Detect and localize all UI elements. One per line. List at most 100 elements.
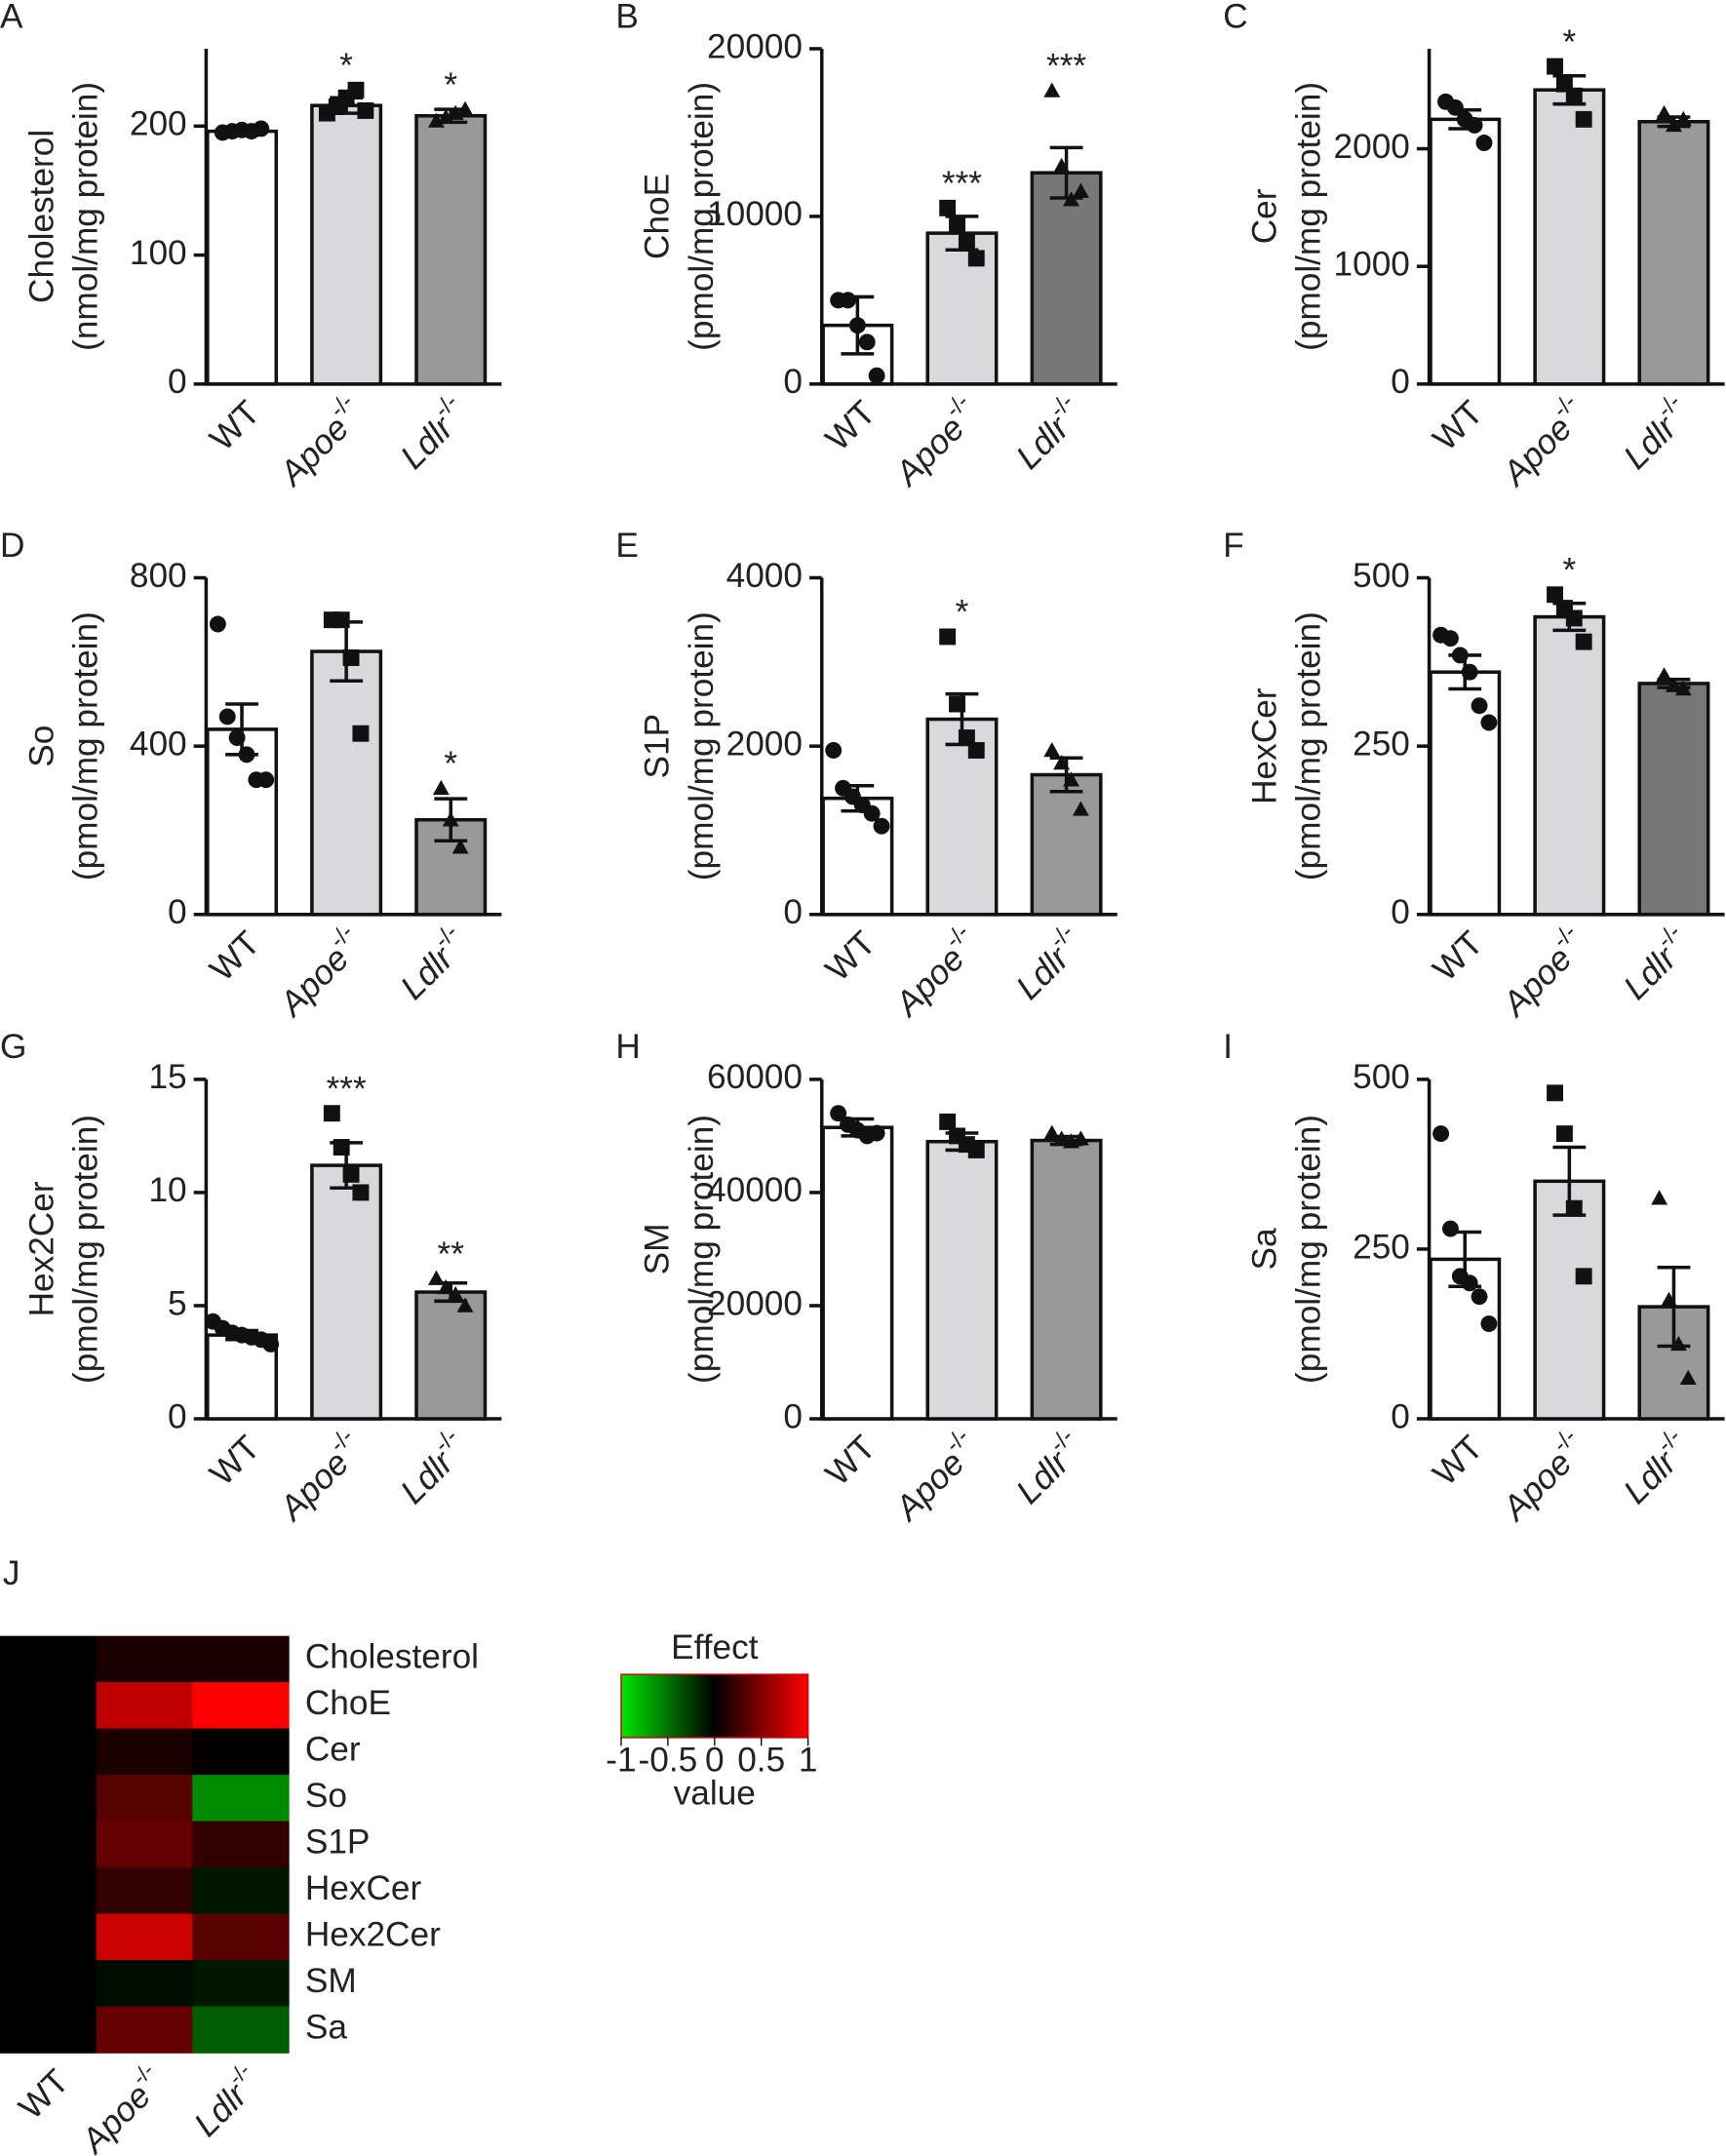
data-point bbox=[1063, 771, 1079, 787]
heatmap-cell bbox=[96, 1775, 193, 1823]
x-tick-label: Apoe-/- bbox=[266, 920, 372, 1025]
y-tick-label: 2000 bbox=[726, 725, 803, 763]
significance: *** bbox=[942, 165, 982, 203]
y-tick-label: 800 bbox=[130, 557, 187, 595]
data-point bbox=[352, 1184, 370, 1201]
data-point bbox=[1565, 1199, 1583, 1217]
data-point bbox=[1072, 182, 1089, 198]
bar bbox=[1030, 772, 1103, 917]
y-tick-label: 60000 bbox=[707, 1058, 803, 1096]
x-tick-label: Ldlr-/- bbox=[1004, 389, 1092, 477]
data-point bbox=[949, 216, 965, 233]
y-tick-label: 500 bbox=[1353, 1058, 1410, 1096]
data-point bbox=[967, 742, 985, 759]
heatmap-cell bbox=[192, 1960, 290, 2008]
data-point bbox=[1053, 1130, 1071, 1146]
category-name: WT bbox=[818, 394, 883, 458]
category-name: WT bbox=[1426, 1429, 1490, 1493]
data-point bbox=[1475, 135, 1493, 151]
x-tick-label: Ldlr-/- bbox=[1004, 1424, 1092, 1511]
row-label: Sa bbox=[305, 2009, 347, 2047]
data-point bbox=[1441, 1220, 1459, 1237]
bar bbox=[1030, 1138, 1103, 1421]
data-point bbox=[1565, 87, 1583, 104]
data-point bbox=[1432, 1125, 1450, 1143]
y-axis-label: (pmol/mg protein) bbox=[67, 611, 105, 881]
data-point bbox=[1471, 1288, 1488, 1306]
heatmap-cell bbox=[192, 1682, 290, 1730]
significance: * bbox=[1562, 552, 1576, 590]
y-tick-label: 0 bbox=[1391, 363, 1410, 401]
data-point bbox=[218, 708, 236, 725]
heatmap-cell bbox=[0, 1913, 98, 1961]
y-axis-label: Hex2Cer bbox=[22, 1181, 60, 1316]
panel-label: J bbox=[3, 1554, 20, 1592]
data-point bbox=[863, 804, 881, 822]
y-tick-label: 4000 bbox=[726, 557, 803, 595]
category-name: WT bbox=[203, 394, 267, 458]
y-axis-label: Sa bbox=[1246, 1228, 1284, 1270]
bar bbox=[310, 1163, 383, 1421]
y-axis-label: (pmol/mg protein) bbox=[1290, 82, 1328, 351]
data-point bbox=[1063, 191, 1079, 207]
y-tick-label: 250 bbox=[1353, 1228, 1410, 1266]
heatmap-cell bbox=[96, 1913, 193, 1961]
data-point bbox=[825, 742, 843, 759]
bar bbox=[310, 649, 383, 917]
heatmap-cell bbox=[192, 1728, 290, 1776]
y-tick-label: 1000 bbox=[1334, 245, 1410, 283]
data-point bbox=[447, 104, 464, 120]
row-label: SM bbox=[305, 1962, 357, 2000]
data-point bbox=[1446, 98, 1464, 116]
data-point bbox=[848, 317, 866, 334]
x-tick-label: Ldlr-/- bbox=[389, 920, 477, 1007]
x-tick-label: Ldlr-/- bbox=[389, 1424, 477, 1511]
x-tick-label: WT bbox=[1426, 394, 1490, 458]
heatmap-cell bbox=[96, 1682, 193, 1730]
y-axis-label: (pmol/mg protein) bbox=[1290, 1115, 1328, 1384]
y-axis-label: HexCer bbox=[1246, 687, 1284, 804]
data-point bbox=[228, 729, 246, 746]
heatmap-cell bbox=[192, 2006, 290, 2054]
category-name: WT bbox=[818, 924, 883, 989]
bar bbox=[1429, 117, 1502, 386]
colorbar-tick-label: -1 bbox=[606, 1742, 636, 1780]
data-point bbox=[1471, 697, 1488, 715]
data-point bbox=[238, 746, 255, 764]
x-tick-label: Apoe-/- bbox=[69, 2058, 173, 2156]
y-tick-label: 10000 bbox=[707, 195, 803, 233]
data-point bbox=[1674, 110, 1692, 127]
category-name: Ldlr bbox=[187, 2076, 255, 2144]
data-point bbox=[958, 729, 975, 746]
data-point bbox=[868, 367, 885, 384]
data-point bbox=[1651, 1190, 1668, 1205]
data-point bbox=[1053, 754, 1071, 770]
bar bbox=[1030, 171, 1103, 386]
data-point bbox=[1072, 801, 1089, 816]
data-point bbox=[456, 1297, 474, 1313]
data-point bbox=[939, 628, 957, 646]
y-axis-label: Cholesterol bbox=[22, 130, 60, 303]
data-point bbox=[967, 1141, 985, 1158]
data-point bbox=[1674, 681, 1692, 696]
y-tick-label: 0 bbox=[783, 893, 803, 931]
x-tick-label: Ldlr-/- bbox=[1612, 920, 1700, 1007]
category-name: WT bbox=[12, 2062, 76, 2127]
data-point bbox=[1466, 116, 1483, 134]
x-tick-label: Ldlr-/- bbox=[1004, 920, 1092, 1007]
panel-label: H bbox=[615, 1028, 640, 1066]
data-point bbox=[1575, 633, 1592, 650]
significance: * bbox=[1562, 23, 1576, 61]
x-tick-label: Apoe-/- bbox=[883, 920, 988, 1025]
data-point bbox=[442, 811, 459, 827]
row-label: Hex2Cer bbox=[305, 1916, 441, 1954]
heatmap-cell bbox=[0, 1821, 98, 1868]
bar bbox=[1429, 670, 1502, 917]
row-label: Cholesterol bbox=[305, 1638, 479, 1676]
data-point bbox=[1679, 1369, 1697, 1385]
data-point bbox=[939, 199, 957, 216]
x-tick-label: WT bbox=[203, 1429, 267, 1493]
bar bbox=[1533, 1179, 1606, 1421]
data-point bbox=[333, 1139, 350, 1156]
heatmap-cell bbox=[96, 1867, 193, 1915]
